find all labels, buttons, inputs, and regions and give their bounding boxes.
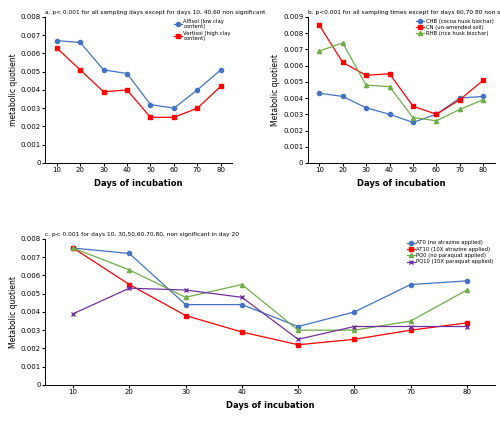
PQ0 (no paraquat applied) <box>408 319 414 324</box>
Vertisol (high clay
content) <box>100 89 106 94</box>
PQ0 (no paraquat applied) <box>464 288 470 293</box>
CN (un-amended soil) <box>434 112 440 117</box>
Line: Alfisol (low clay
content): Alfisol (low clay content) <box>54 38 223 110</box>
PQ10 (10X paraquat applied) <box>182 288 188 293</box>
RHB (rice husk biochar) <box>386 84 392 89</box>
AT10 (10X atrazine applied) <box>352 337 358 342</box>
Alfisol (low clay
content) <box>194 88 200 93</box>
Line: PQ10 (10X paraquat applied): PQ10 (10X paraquat applied) <box>71 286 469 341</box>
CHB (cocoa husk biochar) <box>410 120 416 125</box>
PQ10 (10X paraquat applied) <box>352 324 358 329</box>
Y-axis label: Metabolic quotient: Metabolic quotient <box>9 276 18 348</box>
Alfisol (low clay
content) <box>218 67 224 72</box>
RHB (rice husk biochar) <box>434 118 440 124</box>
Alfisol (low clay
content) <box>171 106 177 111</box>
Line: CN (un-amended soil): CN (un-amended soil) <box>317 23 486 116</box>
AT10 (10X atrazine applied) <box>408 328 414 333</box>
AT10 (10X atrazine applied) <box>182 313 188 318</box>
Text: b. p<0.001 for all sampling times except for days 60,70 80 non significant: b. p<0.001 for all sampling times except… <box>308 10 500 15</box>
CN (un-amended soil) <box>386 71 392 76</box>
AT0 (no atrazine applied) <box>182 302 188 307</box>
Vertisol (high clay
content) <box>194 106 200 111</box>
X-axis label: Days of incubation: Days of incubation <box>226 401 314 409</box>
Text: a. p< 0.001 for all sampling days except for days 10, 40,60 non significant: a. p< 0.001 for all sampling days except… <box>45 10 266 15</box>
PQ0 (no paraquat applied) <box>70 245 76 250</box>
Legend: AT0 (no atrazine applied), AT10 (10X atrazine applied), PQ0 (no paraquat applied: AT0 (no atrazine applied), AT10 (10X atr… <box>406 240 494 265</box>
X-axis label: Days of incubation: Days of incubation <box>94 179 183 188</box>
Y-axis label: metabolic quotient: metabolic quotient <box>9 54 18 126</box>
Alfisol (low clay
content) <box>54 38 60 43</box>
RHB (rice husk biochar) <box>316 49 322 54</box>
Y-axis label: Metabolic quotient: Metabolic quotient <box>272 54 280 126</box>
Vertisol (high clay
content) <box>171 115 177 120</box>
Alfisol (low clay
content) <box>77 40 83 45</box>
AT10 (10X atrazine applied) <box>239 330 245 335</box>
CHB (cocoa husk biochar) <box>316 91 322 96</box>
Vertisol (high clay
content) <box>77 67 83 72</box>
CHB (cocoa husk biochar) <box>363 105 369 110</box>
CHB (cocoa husk biochar) <box>457 96 463 101</box>
AT0 (no atrazine applied) <box>126 251 132 256</box>
CN (un-amended soil) <box>340 60 345 65</box>
PQ10 (10X paraquat applied) <box>126 286 132 291</box>
PQ10 (10X paraquat applied) <box>408 324 414 329</box>
Text: c. p< 0.001 for days 10, 30,50,60,70,80, non significant in day 20: c. p< 0.001 for days 10, 30,50,60,70,80,… <box>45 232 239 237</box>
Line: AT0 (no atrazine applied): AT0 (no atrazine applied) <box>71 246 469 329</box>
CHB (cocoa husk biochar) <box>480 94 486 99</box>
AT0 (no atrazine applied) <box>239 302 245 307</box>
PQ10 (10X paraquat applied) <box>295 337 301 342</box>
Line: Vertisol (high clay
content): Vertisol (high clay content) <box>54 46 223 119</box>
Line: RHB (rice husk biochar): RHB (rice husk biochar) <box>317 41 486 123</box>
AT0 (no atrazine applied) <box>352 309 358 314</box>
RHB (rice husk biochar) <box>480 97 486 102</box>
Legend: CHB (cocoa husk biochar), CN (un-amended soil), RHB (rice husk biochar): CHB (cocoa husk biochar), CN (un-amended… <box>416 18 494 37</box>
Vertisol (high clay
content) <box>124 88 130 93</box>
Vertisol (high clay
content) <box>148 115 154 120</box>
CHB (cocoa husk biochar) <box>386 112 392 117</box>
CN (un-amended soil) <box>480 78 486 83</box>
Line: CHB (cocoa husk biochar): CHB (cocoa husk biochar) <box>317 91 486 124</box>
PQ0 (no paraquat applied) <box>239 282 245 287</box>
Line: AT10 (10X atrazine applied): AT10 (10X atrazine applied) <box>71 246 469 347</box>
CN (un-amended soil) <box>410 104 416 109</box>
AT0 (no atrazine applied) <box>408 282 414 287</box>
AT0 (no atrazine applied) <box>464 278 470 283</box>
RHB (rice husk biochar) <box>363 82 369 88</box>
X-axis label: Days of incubation: Days of incubation <box>357 179 446 188</box>
PQ0 (no paraquat applied) <box>182 295 188 300</box>
AT0 (no atrazine applied) <box>295 324 301 329</box>
Vertisol (high clay
content) <box>218 84 224 89</box>
RHB (rice husk biochar) <box>340 40 345 45</box>
CN (un-amended soil) <box>316 22 322 27</box>
RHB (rice husk biochar) <box>410 115 416 120</box>
Alfisol (low clay
content) <box>100 67 106 72</box>
PQ0 (no paraquat applied) <box>295 328 301 333</box>
PQ10 (10X paraquat applied) <box>464 324 470 329</box>
AT0 (no atrazine applied) <box>70 245 76 250</box>
PQ10 (10X paraquat applied) <box>239 295 245 300</box>
Line: PQ0 (no paraquat applied): PQ0 (no paraquat applied) <box>71 246 469 332</box>
CHB (cocoa husk biochar) <box>340 94 345 99</box>
Vertisol (high clay
content) <box>54 45 60 50</box>
CN (un-amended soil) <box>457 97 463 102</box>
Alfisol (low clay
content) <box>148 102 154 107</box>
Alfisol (low clay
content) <box>124 71 130 76</box>
CHB (cocoa husk biochar) <box>434 112 440 117</box>
AT10 (10X atrazine applied) <box>126 282 132 287</box>
RHB (rice husk biochar) <box>457 107 463 112</box>
Legend: Alfisol (low clay
content), Vertisol (high clay
content): Alfisol (low clay content), Vertisol (hi… <box>174 18 232 42</box>
AT10 (10X atrazine applied) <box>295 342 301 347</box>
AT10 (10X atrazine applied) <box>70 245 76 250</box>
PQ0 (no paraquat applied) <box>352 328 358 333</box>
AT10 (10X atrazine applied) <box>464 320 470 325</box>
CN (un-amended soil) <box>363 73 369 78</box>
PQ10 (10X paraquat applied) <box>70 311 76 316</box>
PQ0 (no paraquat applied) <box>126 267 132 272</box>
